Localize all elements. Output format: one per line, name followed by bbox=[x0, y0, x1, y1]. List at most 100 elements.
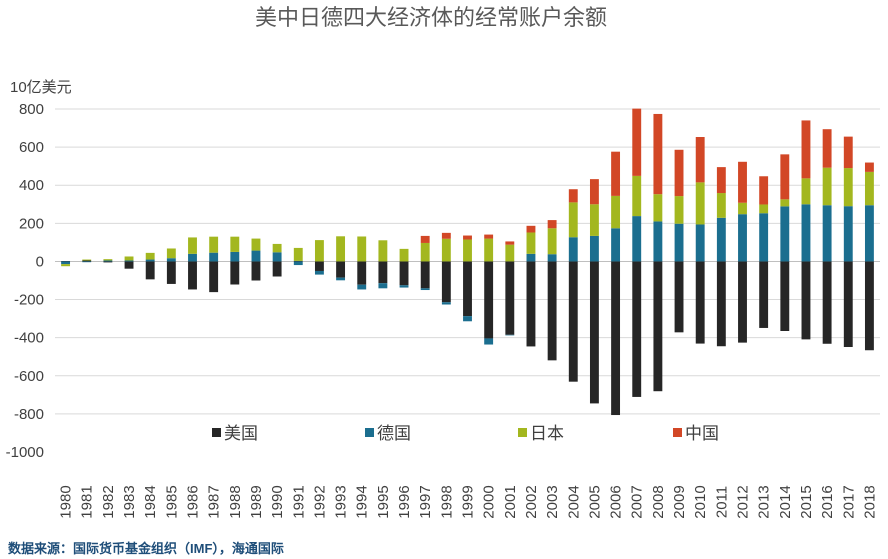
bar-德国-1999 bbox=[463, 316, 472, 322]
bar-日本-2014 bbox=[780, 199, 790, 207]
x-tick-label: 2008 bbox=[650, 485, 667, 518]
y-tick-label: 200 bbox=[19, 215, 44, 232]
x-tick-label: 2001 bbox=[502, 485, 519, 518]
bar-德国-1989 bbox=[251, 250, 261, 262]
bar-中国-2016 bbox=[822, 129, 832, 168]
bar-德国-2003 bbox=[547, 254, 557, 262]
bar-中国-2008 bbox=[653, 113, 663, 195]
bar-美国-1998 bbox=[441, 261, 451, 303]
bar-中国-1997 bbox=[420, 235, 430, 243]
bar-日本-1987 bbox=[209, 236, 219, 253]
bar-美国-1989 bbox=[251, 261, 261, 281]
bars bbox=[61, 108, 874, 416]
bar-日本-2001 bbox=[505, 244, 515, 262]
bar-日本-2009 bbox=[674, 196, 684, 224]
bar-德国-2013 bbox=[759, 213, 769, 262]
y-tick-label: -800 bbox=[14, 406, 44, 423]
x-tick-label: 2012 bbox=[735, 485, 752, 518]
bar-美国-2013 bbox=[759, 261, 769, 328]
legend-swatch bbox=[365, 428, 374, 437]
legend-label: 中国 bbox=[685, 424, 719, 443]
bar-日本-2005 bbox=[589, 204, 599, 236]
y-axis-unit-label: 10亿美元 bbox=[10, 79, 72, 96]
bar-德国-1980 bbox=[61, 261, 71, 265]
legend-item-日本: 日本 bbox=[518, 424, 564, 443]
x-tick-label: 1988 bbox=[227, 485, 244, 518]
x-tick-label: 1982 bbox=[100, 485, 117, 518]
bar-日本-1999 bbox=[463, 239, 472, 262]
bar-德国-2017 bbox=[843, 206, 853, 262]
bar-日本-1989 bbox=[251, 238, 261, 251]
bar-日本-1986 bbox=[188, 237, 197, 254]
x-tick-label: 2011 bbox=[713, 486, 730, 518]
bar-德国-1990 bbox=[272, 252, 282, 262]
bar-中国-2005 bbox=[589, 179, 599, 205]
bar-日本-2011 bbox=[716, 193, 726, 218]
bar-中国-2010 bbox=[695, 137, 705, 183]
bar-中国-2007 bbox=[632, 108, 642, 176]
x-tick-label: 1996 bbox=[396, 485, 413, 518]
legend: 美国 德国 日本 中国 bbox=[212, 424, 719, 443]
x-tick-label: 1991 bbox=[290, 485, 307, 518]
bar-日本-1993 bbox=[336, 236, 346, 262]
bar-美国-2004 bbox=[568, 261, 578, 382]
x-tick-label: 1985 bbox=[163, 485, 180, 518]
bar-日本-1982 bbox=[103, 259, 113, 261]
bar-德国-2010 bbox=[695, 224, 705, 262]
x-tick-label: 2007 bbox=[629, 485, 646, 518]
x-tick-label: 1990 bbox=[269, 485, 286, 518]
bar-日本-2016 bbox=[822, 167, 832, 206]
y-tick-labels: 800 600 400 200 0 -200 -400 -600 -800 -1000 bbox=[6, 101, 44, 461]
bar-德国-1984 bbox=[145, 259, 155, 262]
y-tick-label: -400 bbox=[14, 330, 44, 347]
bar-美国-1994 bbox=[357, 261, 367, 285]
x-tick-label: 1997 bbox=[417, 485, 434, 518]
bar-美国-1991 bbox=[293, 260, 303, 262]
bar-中国-2013 bbox=[759, 176, 769, 205]
bar-美国-1985 bbox=[166, 261, 176, 284]
bar-日本-1998 bbox=[441, 238, 451, 262]
bar-德国-1987 bbox=[209, 252, 219, 262]
x-tick-label: 2000 bbox=[481, 485, 498, 518]
x-tick-label: 1987 bbox=[206, 485, 223, 518]
bar-德国-2005 bbox=[589, 235, 599, 262]
bar-美国-2003 bbox=[547, 261, 557, 361]
bar-日本-1983 bbox=[124, 256, 134, 261]
x-tick-label: 2005 bbox=[586, 485, 603, 518]
bar-日本-2010 bbox=[695, 182, 705, 225]
bar-美国-2014 bbox=[780, 261, 790, 331]
x-tick-label: 2009 bbox=[671, 485, 688, 518]
bar-德国-1981 bbox=[82, 261, 92, 263]
x-tick-label: 2006 bbox=[608, 485, 625, 518]
bar-德国-1985 bbox=[166, 258, 176, 262]
x-tick-label: 1998 bbox=[438, 485, 455, 518]
bar-美国-2002 bbox=[526, 261, 536, 347]
bar-美国-1995 bbox=[378, 261, 388, 284]
bar-德国-2002 bbox=[526, 253, 536, 262]
bar-日本-2004 bbox=[568, 202, 578, 238]
bar-美国-2001 bbox=[505, 261, 515, 335]
bar-中国-1998 bbox=[441, 232, 451, 239]
bar-美国-1997 bbox=[420, 261, 430, 289]
bar-日本-1980 bbox=[61, 264, 71, 267]
bar-德国-2015 bbox=[801, 204, 811, 262]
bar-德国-1993 bbox=[336, 277, 346, 281]
x-tick-label: 2014 bbox=[777, 485, 794, 518]
bar-美国-1982 bbox=[103, 261, 113, 263]
bar-美国-2010 bbox=[695, 261, 705, 344]
bar-德国-1997 bbox=[420, 288, 430, 291]
bar-德国-2008 bbox=[653, 221, 663, 262]
bar-美国-1981 bbox=[82, 260, 92, 262]
bar-日本-1996 bbox=[399, 248, 409, 262]
bar-中国-2003 bbox=[547, 220, 557, 229]
bar-中国-1999 bbox=[463, 235, 472, 240]
bar-美国-1983 bbox=[124, 261, 134, 269]
y-tick-label: -600 bbox=[14, 368, 44, 385]
bar-日本-1991 bbox=[293, 247, 303, 261]
x-tick-label: 1992 bbox=[311, 485, 328, 518]
bar-美国-2011 bbox=[716, 261, 726, 347]
x-tick-label: 1989 bbox=[248, 485, 265, 518]
chart-title: 美中日德四大经济体的经常账户余额 bbox=[255, 6, 608, 31]
bar-美国-2000 bbox=[484, 261, 494, 339]
bar-中国-2018 bbox=[864, 162, 874, 172]
